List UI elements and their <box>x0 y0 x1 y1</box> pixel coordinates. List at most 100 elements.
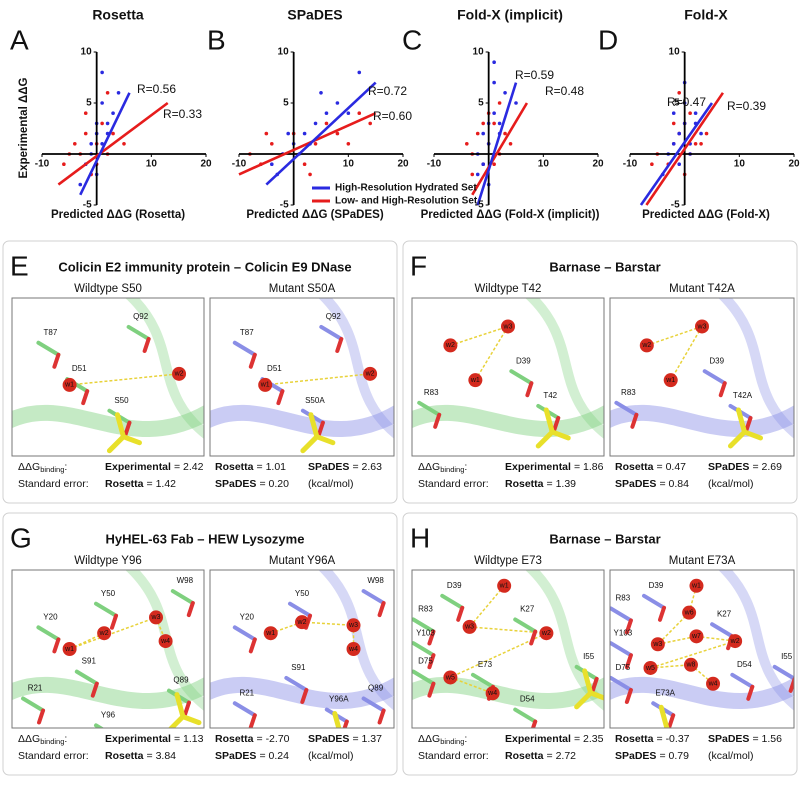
residue-label: Y20 <box>43 613 58 622</box>
water-label: w3 <box>464 624 474 631</box>
structure-render: w2 w3 D39 w1 R83 T42A <box>610 298 794 456</box>
energy-value: Rosetta = -2.70 <box>215 733 290 745</box>
value: = 1.86 <box>574 461 604 473</box>
h-bond <box>69 616 157 650</box>
ribbon <box>412 676 604 709</box>
value: = 1.56 <box>752 733 782 745</box>
structure-image: T87 Q92 D51 w1 w2 S50 <box>11 297 205 457</box>
water-label: w4 <box>348 646 358 653</box>
data-point <box>89 142 93 146</box>
h-bond <box>657 612 690 645</box>
ddg-subscript: binding <box>440 465 464 474</box>
ddg-subscript: binding <box>40 465 64 474</box>
data-point <box>319 91 323 95</box>
panel-letter: E <box>10 250 29 281</box>
panel-title: Barnase – Barstar <box>549 259 660 274</box>
side-chain <box>427 629 436 646</box>
side-chain <box>52 352 61 369</box>
panel-frame <box>2 512 398 776</box>
side-chain <box>335 336 344 353</box>
residue-label: Q92 <box>326 312 342 321</box>
water <box>728 634 743 649</box>
energy-value: Rosetta = 3.84 <box>105 750 176 762</box>
water-label: w1 <box>265 630 275 637</box>
side-chain <box>642 593 666 610</box>
image-caption: Mutant Y96A <box>269 555 336 567</box>
mutated-residue <box>658 704 672 728</box>
side-chain <box>36 625 61 642</box>
residue-label: D75 <box>616 663 631 672</box>
water-label: w5 <box>645 665 655 672</box>
residue-label: Q89 <box>368 684 384 693</box>
side-chain <box>123 420 132 437</box>
residue-label: D39 <box>516 356 531 365</box>
side-chain <box>90 681 99 698</box>
panel-title: Barnase – Barstar <box>549 531 660 546</box>
value: = 3.84 <box>147 750 177 762</box>
mutated-residue <box>535 407 571 449</box>
residue-label: K27 <box>717 609 732 618</box>
structure-render: D39 R83 w1 K27 Y103 w6 w3 w7 w2 D75 w5 w8 w4 D54 I55 E7… <box>610 570 794 728</box>
water <box>62 377 77 392</box>
image-caption: Mutant E73A <box>669 555 736 567</box>
image-border <box>11 569 205 729</box>
data-point <box>514 101 518 105</box>
data-point <box>78 182 83 187</box>
method: Rosetta <box>105 478 144 490</box>
side-chain <box>624 618 633 635</box>
panel-letter: A <box>10 24 29 55</box>
value: = 0.20 <box>259 478 289 490</box>
water <box>682 605 697 620</box>
ddg: ΔΔG <box>18 733 40 745</box>
water <box>497 578 512 593</box>
side-chain <box>232 340 257 357</box>
residue-label: Y20 <box>240 613 255 622</box>
residue-label: D54 <box>520 695 535 704</box>
y-tick-label: -5 <box>280 200 289 211</box>
unit: (kcal/mol) <box>308 478 354 490</box>
side-chain <box>470 672 495 689</box>
water-label: w3 <box>503 323 513 330</box>
energy-value: Experimental = 1.13 <box>105 733 204 745</box>
side-chain <box>170 589 195 606</box>
residue-label: D75 <box>418 657 433 666</box>
residue-label: W98 <box>177 576 194 585</box>
energy-value: Rosetta = 0.47 <box>615 461 686 473</box>
structure-image: Y50 W98 Y20 w2 w1 w3 w4 S91 R21 Y96 Q89 <box>11 569 205 729</box>
y-tick-label: -5 <box>475 200 484 211</box>
se-label: Standard error: <box>418 750 489 762</box>
side-chain <box>361 589 386 606</box>
side-chain <box>746 684 755 701</box>
panel-frame <box>2 240 398 504</box>
structure-render: D39 R83 w1 K27 Y103 w3 w2 D75 w5 E73 w4 D54 I55 <box>412 570 604 728</box>
water <box>683 657 698 672</box>
water-label: w7 <box>691 633 701 640</box>
data-point <box>503 91 507 95</box>
fit-line <box>645 92 725 206</box>
panel-letter: B <box>207 24 226 55</box>
image-border <box>411 569 605 729</box>
side-chain <box>288 601 312 618</box>
water-label: w2 <box>641 342 651 349</box>
y-tick-label: -5 <box>671 200 680 211</box>
side-chain <box>248 352 257 369</box>
side-chain <box>417 400 442 417</box>
data-point <box>313 142 318 146</box>
side-chain <box>744 415 753 432</box>
side-chain <box>81 389 90 406</box>
value: = -2.70 <box>257 733 290 745</box>
water-label: w3 <box>652 641 662 648</box>
value: = 1.37 <box>352 733 382 745</box>
data-point <box>302 162 307 166</box>
energy-value: SPaDES = 1.56 <box>708 733 782 745</box>
data-point <box>677 162 681 166</box>
se-label: Standard error: <box>418 478 489 490</box>
h-bond <box>69 373 180 386</box>
y-tick-label: -5 <box>83 200 92 211</box>
data-point <box>335 131 340 136</box>
energy-value: SPaDES = 0.24 <box>215 750 289 762</box>
residue-label: D39 <box>447 581 462 590</box>
method: SPaDES <box>615 478 656 490</box>
water <box>706 676 721 691</box>
